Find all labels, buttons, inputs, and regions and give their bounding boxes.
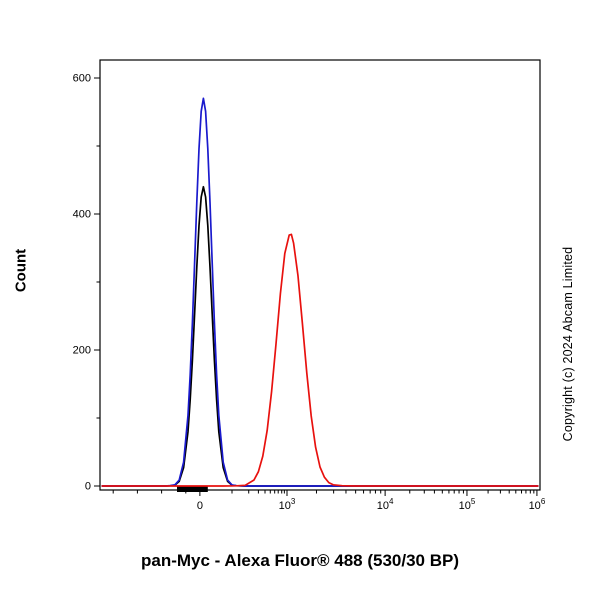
svg-text:104: 104: [377, 497, 394, 512]
svg-text:103: 103: [279, 497, 296, 512]
chart-title: pan-Myc - Alexa Fluor® 488 (530/30 BP): [140, 551, 459, 570]
svg-text:0: 0: [197, 500, 203, 512]
svg-text:105: 105: [459, 497, 476, 512]
y-axis-label: Count: [12, 248, 30, 293]
svg-text:400: 400: [73, 209, 91, 221]
red-curve: [101, 233, 539, 487]
svg-text:106: 106: [529, 497, 546, 512]
black-curve: [101, 185, 539, 487]
svg-text:200: 200: [73, 345, 91, 357]
blue-curve: [101, 97, 539, 487]
baseline-rug: [177, 486, 208, 492]
svg-text:600: 600: [73, 73, 91, 85]
copyright-text: Copyright (c) 2024 Abcam Limited: [561, 246, 575, 442]
svg-text:0: 0: [85, 481, 91, 493]
